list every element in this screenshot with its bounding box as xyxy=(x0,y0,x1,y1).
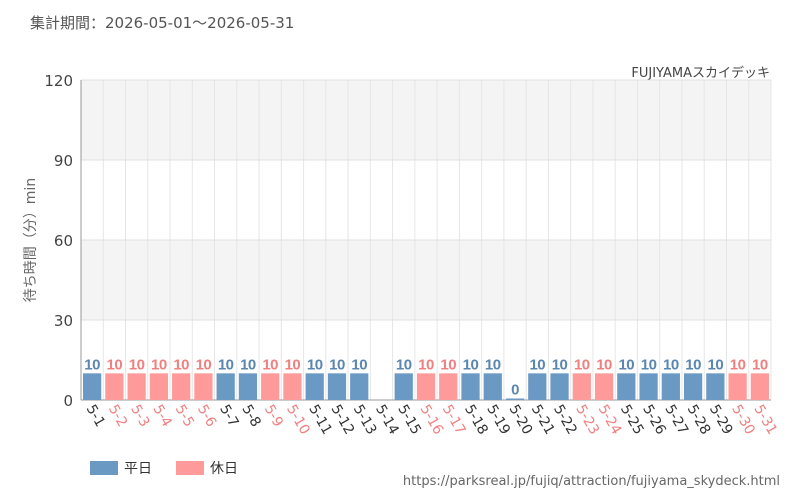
y-tick-label: 60 xyxy=(54,232,73,250)
bar xyxy=(461,373,480,400)
bar xyxy=(706,373,725,400)
bar-value-label: 10 xyxy=(240,356,256,373)
bar xyxy=(528,373,547,400)
bar-value-label: 10 xyxy=(708,356,724,373)
bar-value-label: 10 xyxy=(107,356,123,373)
plot-band xyxy=(81,240,771,320)
x-tick-label: 5-31 xyxy=(750,402,780,438)
bar-value-label: 10 xyxy=(329,356,345,373)
legend-label-holiday: 休日 xyxy=(210,461,238,477)
bar xyxy=(394,373,413,400)
x-tick-label: 5-8 xyxy=(238,402,263,430)
x-tick-label: 5-9 xyxy=(261,402,286,430)
bar-value-label: 10 xyxy=(418,356,434,373)
x-tick-label: 5-3 xyxy=(127,402,152,430)
bar xyxy=(283,373,302,400)
bar xyxy=(350,373,369,400)
bar xyxy=(305,373,324,400)
bar-value-label: 10 xyxy=(663,356,679,373)
bar-value-label: 0 xyxy=(511,382,519,399)
bar-value-label: 10 xyxy=(752,356,768,373)
bar-value-label: 10 xyxy=(529,356,545,373)
bar xyxy=(550,373,569,400)
x-tick-label: 5-2 xyxy=(105,402,130,430)
bar xyxy=(572,373,591,400)
bar-value-label: 10 xyxy=(285,356,301,373)
legend-item-holiday: 休日 xyxy=(176,458,238,478)
legend-swatch-weekday xyxy=(90,461,118,475)
bar-value-label: 10 xyxy=(262,356,278,373)
y-tick-label: 0 xyxy=(63,392,73,410)
plot-band xyxy=(81,160,771,240)
y-tick-label: 30 xyxy=(54,312,73,330)
bar xyxy=(728,373,747,400)
bar xyxy=(639,373,658,400)
bar xyxy=(483,373,502,400)
bar xyxy=(683,373,703,400)
legend-swatch-holiday xyxy=(176,461,204,475)
bar-value-label: 10 xyxy=(596,356,612,373)
bar-value-label: 10 xyxy=(485,356,501,373)
legend-label-weekday: 平日 xyxy=(124,461,152,477)
chart-title: FUJIYAMAスカイデッキ xyxy=(631,66,770,81)
x-tick-label: 5-7 xyxy=(216,402,241,430)
bar-value-label: 10 xyxy=(307,356,323,373)
bar xyxy=(327,373,347,400)
bar xyxy=(750,373,769,400)
y-tick-label: 120 xyxy=(44,72,73,90)
bar xyxy=(149,373,169,400)
bar xyxy=(617,373,636,400)
bar-value-label: 10 xyxy=(463,356,479,373)
bar xyxy=(194,373,213,400)
bar xyxy=(594,373,614,400)
bar xyxy=(216,373,235,400)
plot-band xyxy=(81,80,771,160)
source-url[interactable]: https://parksreal.jp/fujiq/attraction/fu… xyxy=(402,474,780,489)
bar-value-label: 10 xyxy=(641,356,657,373)
bar-value-label: 10 xyxy=(129,356,145,373)
bar-value-label: 10 xyxy=(218,356,234,373)
bar-value-label: 10 xyxy=(351,356,367,373)
x-tick-label: 5-1 xyxy=(83,402,108,430)
period-label: 集計期間：2026-05-01〜2026-05-31 xyxy=(30,14,295,32)
bar-value-label: 10 xyxy=(84,356,100,373)
legend: 平日 休日 xyxy=(90,458,238,478)
bar xyxy=(661,373,680,400)
bar xyxy=(127,373,146,400)
bar-value-label: 10 xyxy=(552,356,568,373)
bar xyxy=(105,373,124,400)
x-tick-label: 5-5 xyxy=(172,402,197,430)
bar-value-label: 10 xyxy=(440,356,456,373)
bar xyxy=(172,373,191,400)
bar xyxy=(505,398,525,400)
x-tick-label: 5-6 xyxy=(194,402,219,430)
bar-value-label: 10 xyxy=(173,356,189,373)
bar-value-label: 10 xyxy=(685,356,701,373)
legend-item-weekday: 平日 xyxy=(90,458,152,478)
bar xyxy=(439,373,458,400)
bar-value-label: 10 xyxy=(574,356,590,373)
x-tick-label: 5-4 xyxy=(149,402,174,430)
bar-value-label: 10 xyxy=(151,356,167,373)
bar xyxy=(416,373,436,400)
bar xyxy=(238,373,258,400)
y-tick-label: 90 xyxy=(54,152,73,170)
bar-value-label: 10 xyxy=(730,356,746,373)
bar-value-label: 10 xyxy=(618,356,634,373)
bar xyxy=(83,373,102,400)
bar xyxy=(261,373,280,400)
bar-value-label: 10 xyxy=(196,356,212,373)
bar-value-label: 10 xyxy=(396,356,412,373)
